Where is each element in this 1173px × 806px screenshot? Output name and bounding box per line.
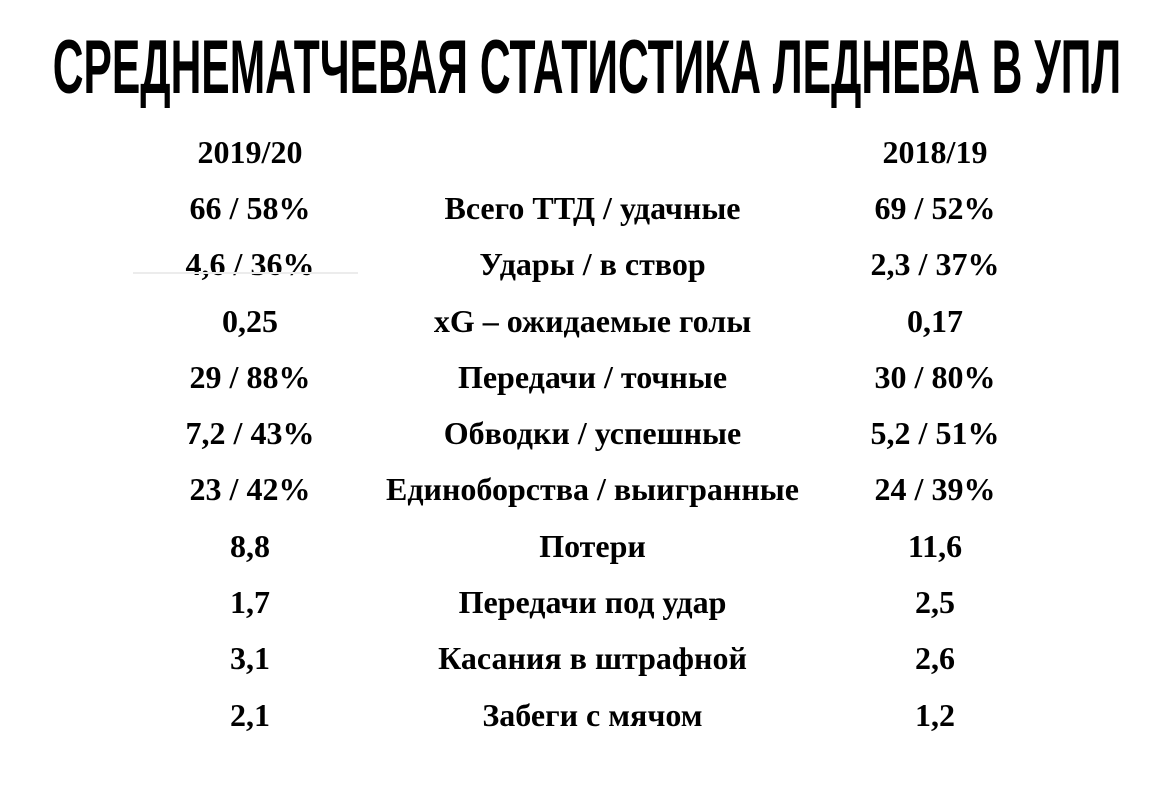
metric-header-spacer [415, 124, 770, 180]
stats-table: 2019/20 2018/19 66 / 58% Всего ТТД / уда… [85, 124, 1100, 743]
stat-label: Единоборства / выигранные [386, 471, 799, 508]
stat-value-left: 8,8 [230, 527, 270, 564]
stat-label: Передачи / точные [457, 358, 728, 395]
stat-label: Всего ТТД / удачные [444, 189, 741, 226]
page-title: СРЕДНЕМАТЧЕВАЯ СТАТИСТИКА ЛЕДНЕВА В УПЛ [52, 25, 1121, 110]
stats-infographic: СРЕДНЕМАТЧЕВАЯ СТАТИСТИКА ЛЕДНЕВА В УПЛ … [0, 30, 1173, 806]
stat-value-right: 1,2 [915, 696, 955, 733]
stat-label: xG – ожидаемые голы [433, 302, 752, 339]
stat-value-right: 2,6 [915, 640, 955, 677]
stat-value-right: 24 / 39% [874, 471, 996, 508]
stat-value-left: 2,1 [230, 696, 270, 733]
stat-value-left: 3,1 [230, 640, 270, 677]
stat-label: Обводки / успешные [443, 415, 742, 452]
stat-value-left: 23 / 42% [189, 471, 311, 508]
stat-value-right: 0,17 [907, 302, 963, 339]
stat-value-right: 2,3 / 37% [870, 246, 1000, 283]
stat-value-left: 7,2 / 43% [185, 415, 315, 452]
stat-value-right: 5,2 / 51% [870, 415, 1000, 452]
faint-divider-line [133, 272, 358, 274]
stat-label: Забеги с мячом [482, 696, 703, 733]
stat-value-left: 1,7 [230, 584, 270, 621]
stat-value-left: 66 / 58% [189, 189, 311, 226]
stat-label: Касания в штрафной [438, 640, 747, 677]
stat-label: Потери [539, 527, 646, 564]
title-bar: СРЕДНЕМАТЧЕВАЯ СТАТИСТИКА ЛЕДНЕВА В УПЛ [0, 30, 1173, 106]
season-left-header: 2019/20 [197, 133, 303, 170]
stat-label: Передачи под удар [458, 584, 727, 621]
stat-value-left: 4,6 / 36% [185, 246, 315, 283]
stat-value-left: 0,25 [222, 302, 278, 339]
stat-value-left: 29 / 88% [189, 358, 311, 395]
stat-value-right: 30 / 80% [874, 358, 996, 395]
stat-value-right: 11,6 [907, 527, 963, 564]
season-right-header: 2018/19 [882, 133, 988, 170]
stat-label: Удары / в створ [479, 246, 706, 283]
stat-value-right: 2,5 [915, 584, 955, 621]
stat-value-right: 69 / 52% [874, 189, 996, 226]
